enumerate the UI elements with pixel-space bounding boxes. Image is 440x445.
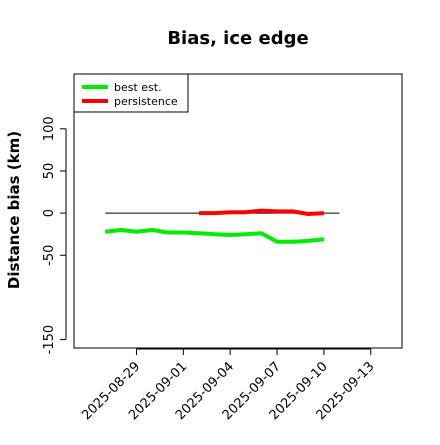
chart-title: Bias, ice edge [167,28,308,49]
x-axis: 2025-08-292025-09-012025-09-042025-09-07… [79,348,378,423]
series-line-best-est [104,228,325,244]
legend-label-persistence: persistence [114,95,178,108]
y-axis: -150 -50 0 50 100 [42,116,67,355]
y-tick-label: 100 [42,116,57,141]
y-axis-label: Distance bias (km) [5,131,23,289]
series-line-persistence [199,208,325,216]
y-tick-label: 50 [42,163,57,180]
y-tick-label: -50 [42,245,57,266]
legend-label-best-est: best est. [114,81,162,94]
legend: best est. persistence [73,73,189,113]
legend-box [73,73,189,113]
y-tick-label: -150 [42,325,57,355]
plot-lines [104,208,340,244]
y-tick-label: 0 [42,209,57,217]
plot-frame [73,73,403,349]
